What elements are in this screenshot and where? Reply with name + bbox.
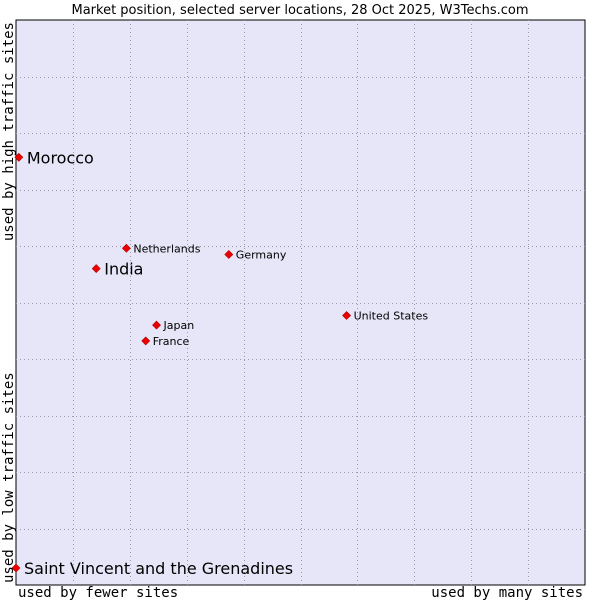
x-axis-label-many: used by many sites xyxy=(431,585,583,600)
point-label-saint-vincent-and-the-grenadines: Saint Vincent and the Grenadines xyxy=(24,559,293,578)
point-marker-morocco xyxy=(14,152,24,162)
point-label-morocco: Morocco xyxy=(27,148,94,167)
point-label-united-states: United States xyxy=(354,309,429,322)
point-label-netherlands: Netherlands xyxy=(133,242,200,255)
x-axis-label-fewer: used by fewer sites xyxy=(18,585,178,600)
plot-area xyxy=(15,19,586,586)
data-markers xyxy=(11,152,352,573)
point-marker-india xyxy=(91,264,101,274)
point-marker-japan xyxy=(152,320,161,330)
point-label-germany: Germany xyxy=(236,248,287,261)
point-marker-united-states xyxy=(342,311,352,320)
point-marker-saint-vincent-and-the-grenadines xyxy=(11,563,21,573)
y-axis-label-high: used by high traffic sites xyxy=(1,22,17,241)
point-marker-germany xyxy=(224,250,234,259)
point-label-japan: Japan xyxy=(163,319,195,332)
grid-lines xyxy=(16,20,585,585)
y-axis-label-low: used by low traffic sites xyxy=(1,372,17,583)
point-marker-netherlands xyxy=(121,243,131,253)
chart-title: Market position, selected server locatio… xyxy=(71,3,528,18)
point-label-india: India xyxy=(104,260,143,279)
data-labels: Morocco India Saint Vincent and the Grenad… xyxy=(24,148,428,578)
point-label-france: France xyxy=(153,335,190,348)
point-marker-france xyxy=(141,336,151,346)
